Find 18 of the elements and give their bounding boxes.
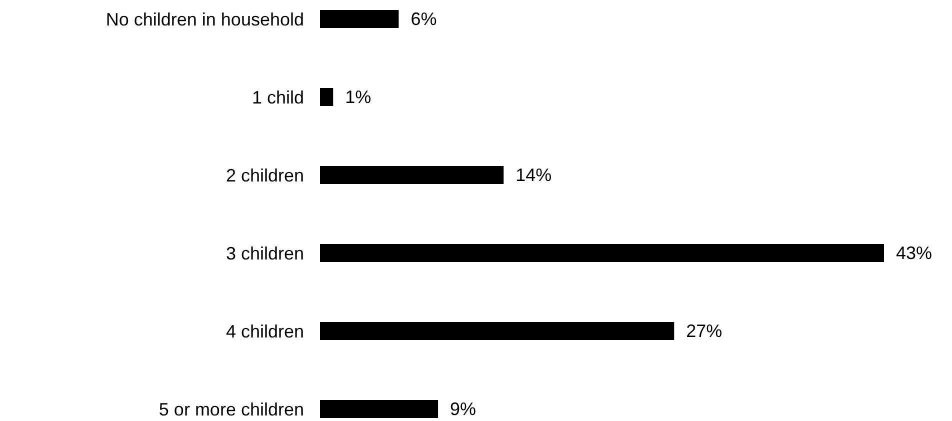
- y-tick-label: 4 children: [226, 321, 304, 342]
- bar: [320, 244, 884, 262]
- y-tick-label: 5 or more children: [158, 399, 304, 420]
- bar: [320, 322, 674, 340]
- y-tick-label: 1 child: [252, 87, 304, 108]
- y-tick-label: 2 children: [226, 165, 304, 186]
- data-label: 27%: [686, 321, 722, 341]
- y-tick-label: No children in household: [106, 9, 304, 30]
- data-label: 43%: [896, 243, 932, 263]
- bar: [320, 166, 504, 184]
- bar: [320, 400, 438, 418]
- bar: [320, 10, 399, 28]
- data-label: 14%: [516, 165, 552, 185]
- data-label: 6%: [410, 9, 437, 29]
- data-label: 9%: [450, 399, 476, 419]
- bar: [320, 88, 334, 106]
- data-label: 1%: [345, 87, 372, 107]
- y-tick-label: 3 children: [226, 243, 304, 264]
